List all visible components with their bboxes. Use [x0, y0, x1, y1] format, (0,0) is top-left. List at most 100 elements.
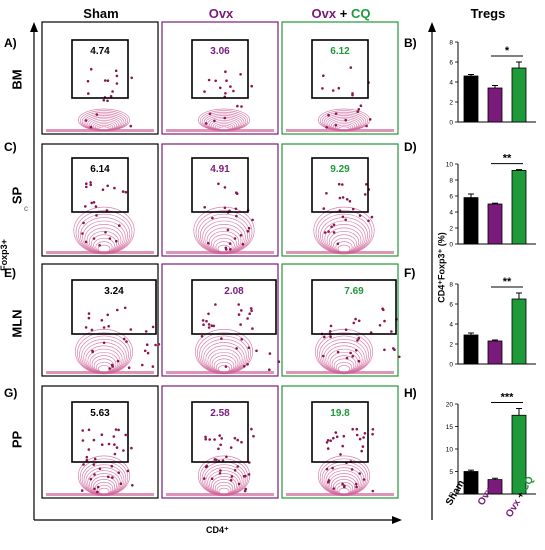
- event-dot: [356, 110, 360, 113]
- bar-tick-label: 0: [449, 492, 453, 499]
- event-dot: [202, 323, 205, 327]
- event-dot: [108, 237, 112, 240]
- event-dot: [367, 219, 370, 223]
- event-dot: [352, 321, 356, 325]
- gate-percentage: 19.8: [330, 408, 350, 419]
- event-dot: [111, 476, 114, 479]
- event-dot: [249, 307, 253, 310]
- event-dot: [329, 324, 333, 328]
- flow-panel-frame: [281, 385, 399, 499]
- event-dot: [250, 309, 253, 313]
- contour-baseline: [46, 371, 154, 374]
- event-dot: [115, 82, 119, 85]
- flow-panel: 4.74: [41, 21, 159, 135]
- event-dot: [233, 469, 237, 472]
- event-dot: [328, 330, 332, 333]
- event-dot: [247, 473, 251, 476]
- event-dot: [100, 443, 104, 447]
- flow-panel-frame: [281, 263, 399, 377]
- event-dot: [116, 308, 119, 312]
- gate-percentage: 7.69: [344, 286, 364, 297]
- event-dot: [85, 455, 89, 459]
- bar-tick-label: 6: [449, 194, 453, 201]
- gate-percentage: 2.58: [210, 408, 230, 419]
- event-dot: [358, 214, 362, 217]
- event-dot: [214, 79, 217, 83]
- bar-tick-label: 20: [446, 402, 454, 409]
- event-dot: [223, 186, 227, 189]
- event-dot: [337, 86, 341, 90]
- event-dot: [113, 443, 116, 446]
- event-dot: [102, 98, 106, 102]
- event-dot: [224, 92, 227, 95]
- event-dot: [207, 78, 211, 82]
- event-dot: [91, 349, 94, 353]
- event-dot: [371, 489, 375, 493]
- flow-panel: 7.69: [281, 263, 401, 377]
- event-dot: [240, 440, 243, 444]
- gate-percentage: 9.29: [330, 164, 350, 175]
- event-dot: [322, 207, 326, 210]
- column-header-cq-part: CQ: [350, 6, 371, 21]
- column-header-plus: +: [336, 6, 351, 21]
- event-dot: [250, 84, 253, 88]
- event-dot: [103, 79, 107, 82]
- event-dot: [100, 319, 104, 322]
- event-dot: [95, 214, 98, 217]
- contour-baseline: [286, 493, 394, 496]
- flow-panel-frame: [161, 143, 279, 257]
- gate-box: [311, 157, 369, 213]
- event-dot: [251, 218, 254, 222]
- event-dot: [105, 209, 109, 212]
- event-dot: [207, 241, 210, 245]
- bar: [487, 340, 503, 365]
- event-dot: [332, 487, 336, 490]
- event-dot: [214, 303, 217, 306]
- event-dot: [90, 328, 94, 332]
- event-dot: [255, 349, 258, 353]
- event-dot: [236, 465, 239, 468]
- event-dot: [98, 467, 102, 471]
- event-dot: [355, 485, 358, 489]
- gate-box: [191, 157, 249, 213]
- event-dot: [345, 198, 349, 201]
- gate-percentage: 6.14: [90, 164, 110, 175]
- column-header-sham: Sham: [83, 6, 119, 21]
- significance-label: ***: [501, 392, 515, 404]
- event-dot: [241, 242, 245, 246]
- event-dot: [342, 434, 346, 438]
- event-dot: [322, 74, 325, 77]
- event-dot: [250, 427, 253, 431]
- event-dot: [341, 196, 345, 199]
- event-dot: [338, 209, 342, 212]
- event-dot: [87, 448, 91, 451]
- event-dot: [119, 482, 123, 486]
- event-dot: [89, 183, 93, 187]
- event-dot: [145, 343, 149, 347]
- bar-tick-label: 4: [449, 322, 453, 329]
- contour-baseline: [286, 371, 394, 374]
- event-dot: [323, 231, 327, 234]
- event-dot: [126, 469, 130, 473]
- event-dot: [351, 93, 354, 97]
- event-dot: [81, 429, 84, 432]
- contour-baseline: [286, 129, 394, 132]
- event-dot: [235, 214, 238, 218]
- event-dot: [154, 343, 157, 347]
- bar-panels: 0 2 4 6 8 * 0 2 4 6 8 10 ** 0 2 4 6 8 ** 0 5 10 15 20 ***: [446, 40, 536, 499]
- event-dot: [229, 248, 232, 251]
- event-dot: [344, 328, 348, 332]
- event-dot: [362, 436, 365, 439]
- event-dot: [382, 308, 385, 312]
- event-dot: [343, 485, 346, 489]
- bar: [463, 334, 479, 365]
- event-dot: [246, 363, 249, 366]
- event-dot: [130, 76, 133, 80]
- event-dot: [212, 324, 216, 328]
- event-dot: [349, 351, 352, 355]
- event-dot: [204, 122, 208, 125]
- event-dot: [203, 206, 206, 209]
- event-dot: [85, 185, 88, 189]
- contour-baseline: [166, 493, 274, 496]
- event-dot: [112, 435, 116, 438]
